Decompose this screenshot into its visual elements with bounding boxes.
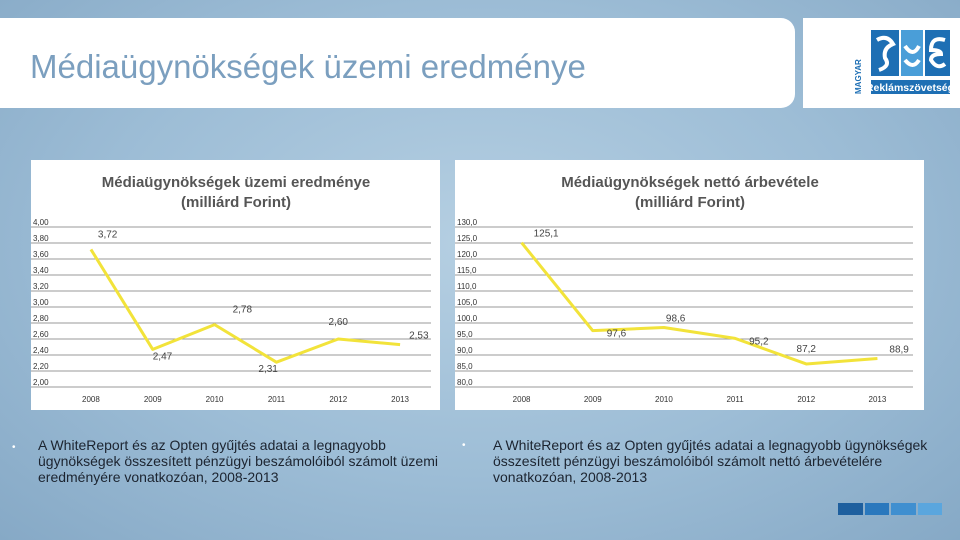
footer-swatch <box>917 503 942 515</box>
data-label: 97,6 <box>607 329 627 340</box>
y-tick-label: 3,60 <box>33 250 49 259</box>
slide-title: Médiaügynökségek üzemi eredménye <box>30 48 586 85</box>
logo-name-bar <box>871 80 950 94</box>
x-tick-label: 2010 <box>655 395 673 404</box>
logo-stroke-2 <box>903 44 921 67</box>
logo-stroke-1 <box>875 35 896 72</box>
note-operating-result: A WhiteReport és az Opten gyűjtés adatai… <box>38 437 438 485</box>
footer-swatch <box>838 503 863 515</box>
y-tick-label: 80,0 <box>457 378 473 387</box>
chart-subtitle: (milliárd Forint) <box>181 194 291 211</box>
footer-swatch <box>891 503 916 515</box>
line-chart-operating-result: Médiaügynökségek üzemi eredménye (milliár… <box>31 174 431 404</box>
y-tick-label: 3,40 <box>33 266 49 275</box>
y-tick-label: 3,00 <box>33 298 49 307</box>
note-net-revenue: A WhiteReport és az Opten gyűjtés adatai… <box>493 437 928 485</box>
chart-panel-net-revenue: Médiaügynökségek nettó árbevétele (milliá… <box>455 160 924 410</box>
series-line <box>520 241 878 366</box>
logo-vertical-text: MAGYAR <box>854 59 863 94</box>
logo-stroke-3 <box>928 37 947 69</box>
data-label: 87,2 <box>797 344 817 355</box>
x-tick-label: 2010 <box>206 395 224 404</box>
y-tick-label: 3,20 <box>33 282 49 291</box>
data-label: 2,60 <box>329 317 349 328</box>
y-tick-label: 2,40 <box>33 346 49 355</box>
x-tick-label: 2009 <box>584 395 602 404</box>
data-label: 98,6 <box>666 313 686 324</box>
y-tick-label: 2,00 <box>33 378 49 387</box>
x-tick-label: 2012 <box>329 395 347 404</box>
data-label: 2,31 <box>258 364 278 375</box>
y-tick-label: 125,0 <box>457 234 478 243</box>
data-label: 125,1 <box>534 229 559 240</box>
data-label: 2,53 <box>409 331 429 342</box>
footer-swatch <box>864 503 889 515</box>
y-tick-label: 110,0 <box>457 282 477 291</box>
bullet-right: • <box>462 440 466 451</box>
data-label: 95,2 <box>749 336 769 347</box>
data-label: 88,9 <box>889 345 909 356</box>
footer-color-strip <box>838 503 942 515</box>
y-tick-label: 120,0 <box>457 250 478 259</box>
y-tick-label: 4,00 <box>33 218 49 227</box>
y-tick-label: 2,60 <box>33 330 49 339</box>
y-tick-label: 130,0 <box>457 218 478 227</box>
y-tick-label: 100,0 <box>457 314 478 323</box>
y-tick-label: 3,80 <box>33 234 49 243</box>
series-line <box>89 248 401 364</box>
data-label: 2,47 <box>153 351 173 362</box>
y-tick-label: 105,0 <box>457 298 478 307</box>
x-tick-label: 2013 <box>869 395 887 404</box>
y-tick-label: 2,80 <box>33 314 49 323</box>
y-tick-label: 85,0 <box>457 362 473 371</box>
y-tick-label: 115,0 <box>457 266 477 275</box>
x-tick-label: 2011 <box>268 395 286 404</box>
logo-name-text: Reklámszövetség <box>866 82 954 94</box>
x-tick-label: 2008 <box>513 395 531 404</box>
line-chart-net-revenue: Médiaügynökségek nettó árbevétele (milliá… <box>455 174 913 404</box>
x-tick-label: 2012 <box>797 395 815 404</box>
y-tick-label: 2,20 <box>33 362 49 371</box>
reklamszovetseg-logo-icon: Reklámszövetség MAGYAR <box>854 30 954 94</box>
logo: Reklámszövetség MAGYAR <box>803 18 960 108</box>
x-tick-label: 2011 <box>726 395 744 404</box>
chart-title: Médiaügynökségek üzemi eredménye <box>102 174 370 191</box>
title-bar: Médiaügynökségek üzemi eredménye <box>0 18 795 108</box>
x-tick-label: 2009 <box>144 395 162 404</box>
x-tick-label: 2013 <box>391 395 409 404</box>
chart-title: Médiaügynökségek nettó árbevétele <box>561 174 819 191</box>
y-tick-label: 95,0 <box>457 330 473 339</box>
chart-subtitle: (milliárd Forint) <box>635 194 745 211</box>
data-label: 3,72 <box>98 229 118 240</box>
data-label: 2,78 <box>233 305 253 316</box>
x-tick-label: 2008 <box>82 395 100 404</box>
y-tick-label: 90,0 <box>457 346 473 355</box>
bullet-left: • <box>12 442 16 453</box>
chart-panel-operating-result: Médiaügynökségek üzemi eredménye (milliár… <box>31 160 440 410</box>
